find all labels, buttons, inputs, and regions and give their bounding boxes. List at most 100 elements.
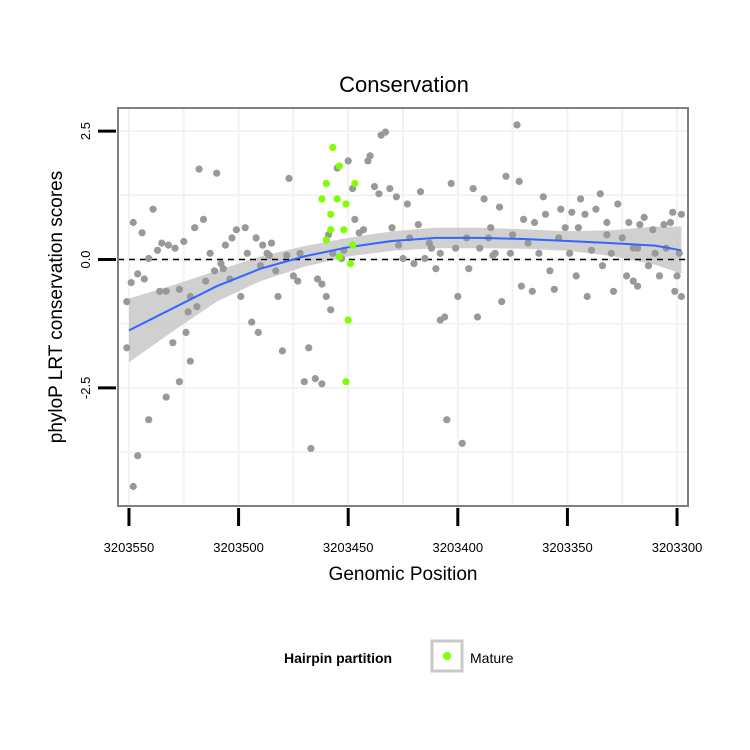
x-tick-label: 3203550: [104, 540, 155, 555]
background-point: [186, 357, 194, 365]
background-point: [603, 218, 611, 227]
mature-point: [322, 179, 330, 188]
background-point: [313, 275, 322, 283]
x-tick-label: 3203300: [652, 540, 703, 555]
background-point: [202, 277, 210, 285]
confidence-ribbon-layer: [129, 226, 682, 363]
mature-point: [342, 378, 350, 386]
background-point: [388, 224, 396, 232]
background-point: [458, 439, 466, 447]
background-point: [129, 482, 137, 491]
background-point: [145, 254, 153, 263]
background-point: [598, 262, 607, 270]
background-point: [243, 249, 251, 257]
background-point: [294, 277, 302, 285]
background-point: [546, 267, 554, 275]
background-point: [375, 190, 383, 198]
background-point: [480, 195, 488, 203]
background-point: [274, 292, 282, 301]
mature-point: [322, 236, 330, 244]
background-point: [127, 279, 135, 287]
background-point: [557, 205, 565, 213]
background-point: [296, 249, 304, 257]
y-axis-title: phyloP LRT conservation scores: [46, 171, 67, 444]
background-point: [285, 174, 293, 182]
background-point: [410, 260, 418, 268]
background-point: [427, 244, 436, 252]
mature-point: [327, 210, 335, 218]
chart-title: Conservation: [339, 72, 469, 97]
background-point: [175, 285, 183, 293]
background-point: [520, 215, 528, 223]
background-point: [517, 282, 526, 290]
background-point: [513, 121, 521, 129]
mature-points: [318, 143, 359, 386]
background-point: [452, 244, 460, 252]
background-point: [232, 226, 240, 234]
background-point: [498, 298, 506, 306]
mature-point: [335, 253, 343, 261]
mature-point: [351, 179, 359, 188]
background-point: [399, 254, 407, 263]
background-point: [311, 375, 319, 383]
background-point: [305, 344, 313, 352]
y-axis-ticks: 2.5 0.0 -2.5: [78, 122, 116, 399]
background-point: [541, 210, 550, 218]
background-point: [162, 393, 170, 401]
background-point: [561, 224, 569, 232]
background-point: [660, 221, 668, 229]
background-point: [138, 229, 146, 237]
background-point: [219, 265, 227, 273]
background-point: [568, 208, 576, 216]
background-point: [651, 249, 659, 257]
background-point: [436, 316, 444, 324]
background-point: [278, 347, 286, 355]
background-point: [140, 275, 148, 283]
y-tick-label: 2.5: [78, 122, 93, 140]
background-point: [636, 221, 644, 229]
background-point: [524, 239, 532, 247]
x-axis-title: Genomic Position: [329, 564, 478, 585]
background-point: [123, 298, 131, 306]
background-point: [149, 205, 157, 213]
background-point: [469, 185, 477, 193]
background-point: [195, 165, 203, 173]
background-point: [180, 237, 188, 246]
background-point: [574, 224, 583, 232]
background-point: [171, 244, 179, 252]
background-point: [629, 277, 637, 285]
background-point: [634, 282, 642, 290]
background-point: [572, 272, 580, 280]
background-point: [327, 306, 335, 314]
background-point: [603, 231, 611, 239]
background-point: [134, 452, 142, 460]
mature-point: [318, 195, 326, 203]
background-point: [221, 241, 229, 249]
background-point: [539, 193, 547, 201]
x-axis-ticks: 3203550 3203500 3203450 3203400 3203350 32033…: [104, 508, 703, 555]
background-point: [454, 292, 462, 301]
mature-point: [346, 260, 354, 268]
background-point: [476, 244, 484, 252]
background-point: [677, 210, 686, 218]
background-point: [416, 188, 425, 196]
mature-point: [333, 195, 341, 203]
background-point: [228, 234, 236, 242]
background-point: [403, 200, 411, 208]
background-point: [669, 208, 677, 216]
mature-point: [335, 162, 343, 170]
background-point: [134, 270, 142, 278]
background-point: [318, 280, 326, 288]
background-point: [272, 267, 280, 275]
background-point: [123, 344, 131, 352]
background-point: [300, 378, 308, 386]
background-point: [675, 249, 683, 257]
background-point: [530, 218, 539, 227]
background-point: [289, 272, 297, 280]
background-point: [566, 249, 574, 257]
background-point: [655, 272, 664, 280]
background-point: [535, 249, 543, 257]
background-point: [473, 313, 482, 321]
